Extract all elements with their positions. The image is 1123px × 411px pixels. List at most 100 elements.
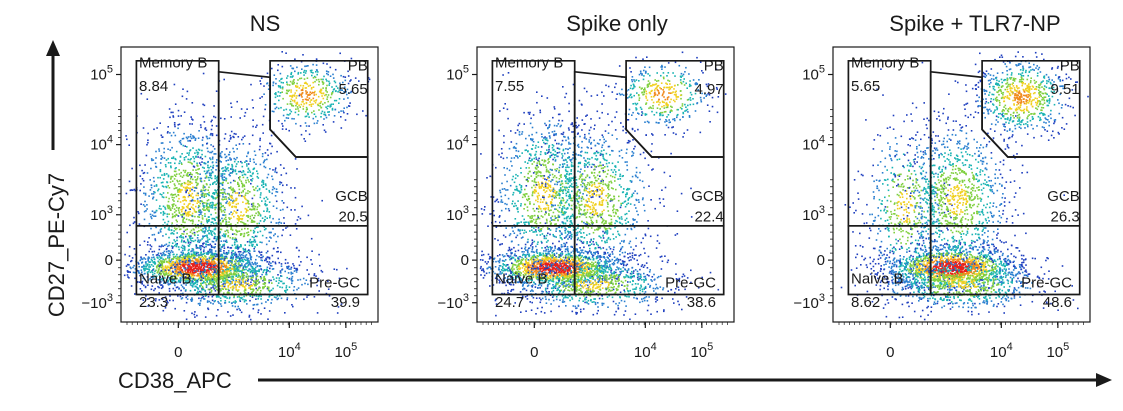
event-dot (221, 255, 223, 257)
event-dot (202, 288, 205, 291)
event-dot (203, 167, 205, 169)
event-dot (310, 237, 313, 240)
event-dot (260, 192, 262, 194)
event-dot (160, 208, 162, 210)
event-dot (155, 150, 157, 153)
event-dot (192, 207, 194, 210)
event-dot (191, 222, 194, 225)
event-dot (211, 230, 214, 233)
event-dot (125, 135, 127, 137)
event-dot (269, 264, 272, 267)
event-dot (160, 257, 162, 260)
event-dot (238, 192, 240, 194)
event-dot (178, 261, 181, 263)
event-dot (201, 161, 203, 163)
event-dot (296, 106, 299, 108)
event-dot (170, 111, 172, 114)
event-dot (495, 260, 497, 263)
event-dot (223, 247, 226, 249)
event-dot (168, 213, 170, 215)
event-dot (214, 287, 216, 289)
event-dot (155, 254, 158, 256)
event-dot (145, 210, 147, 212)
event-dot (248, 240, 251, 243)
gate-gcb-label: GCB (335, 188, 368, 205)
event-dot (248, 249, 250, 251)
event-dot (176, 261, 179, 263)
event-dot (262, 271, 264, 274)
event-dot (310, 99, 313, 101)
event-dot (238, 143, 241, 145)
event-dot (167, 255, 169, 257)
event-dot (303, 298, 305, 301)
event-dot (202, 257, 204, 260)
event-dot (239, 170, 242, 173)
event-dot (204, 155, 207, 158)
event-dot (223, 243, 226, 246)
event-dot (180, 289, 182, 292)
event-dot (176, 272, 178, 274)
event-dot (247, 257, 250, 260)
event-dot (262, 183, 265, 185)
event-dot (249, 318, 252, 321)
event-dot (266, 204, 268, 206)
event-dot (248, 314, 251, 317)
event-dot (333, 115, 336, 117)
event-dot (164, 265, 167, 268)
event-dot (245, 215, 248, 217)
event-dot (173, 187, 176, 190)
event-dot (182, 144, 185, 147)
event-dot (252, 280, 255, 282)
event-dot (147, 141, 149, 144)
event-dot (245, 192, 247, 194)
event-dot (292, 80, 294, 82)
event-dot (188, 271, 190, 274)
event-dot (229, 280, 231, 283)
event-dot (285, 285, 288, 287)
event-dot (189, 123, 191, 125)
event-dot (290, 209, 292, 211)
event-dot (235, 301, 237, 303)
event-dot (281, 286, 284, 289)
event-dot (643, 264, 646, 267)
event-dot (260, 295, 262, 298)
event-dot (130, 189, 133, 191)
event-dot (143, 269, 146, 272)
event-dot (247, 179, 249, 181)
event-dot (227, 250, 230, 252)
event-dot (176, 220, 178, 223)
event-dot (163, 172, 166, 175)
event-dot (191, 232, 194, 235)
event-dot (277, 247, 279, 249)
event-dot (247, 228, 249, 230)
event-dot (223, 233, 225, 235)
event-dot (271, 265, 273, 267)
event-dot (302, 101, 304, 103)
event-dot (163, 274, 166, 277)
y-tick-exponent: 4 (107, 134, 113, 146)
event-dot (200, 266, 203, 269)
event-dot (223, 252, 225, 254)
event-dot (315, 93, 317, 96)
event-dot (170, 175, 172, 178)
event-dot (137, 261, 139, 264)
y-tick-base: 10 (90, 137, 107, 154)
event-dot (301, 96, 303, 98)
event-dot (199, 156, 202, 159)
event-dot (327, 100, 329, 103)
event-dot (187, 140, 189, 142)
event-dot (155, 278, 158, 281)
event-dot (211, 150, 214, 153)
event-dot (260, 259, 262, 261)
event-dot (264, 282, 266, 284)
event-dot (542, 252, 544, 255)
event-dot (147, 260, 149, 262)
event-dot (292, 305, 294, 308)
event-dot (479, 267, 482, 270)
event-dot (126, 138, 128, 141)
event-dot (272, 82, 275, 84)
event-dot (201, 282, 204, 284)
event-dot (290, 91, 292, 93)
event-dot (281, 269, 283, 271)
event-dot (182, 200, 184, 202)
